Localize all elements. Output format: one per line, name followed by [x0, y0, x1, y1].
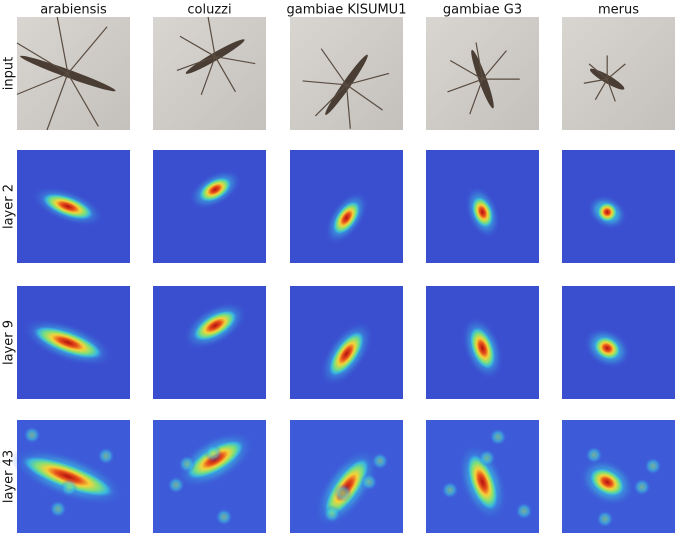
- activation-spot: [23, 426, 41, 444]
- activation-core: [466, 452, 499, 512]
- activation-core: [31, 325, 104, 360]
- mosquito-leg: [606, 78, 616, 102]
- heatmap-image: [426, 420, 539, 533]
- mosquito-leg: [67, 73, 99, 127]
- activation-core: [328, 330, 365, 378]
- mosquito-leg: [214, 56, 237, 93]
- mosquito-leg: [346, 84, 383, 111]
- mosquito-leg: [302, 80, 347, 86]
- activation-spot: [478, 449, 496, 467]
- mosquito-leg: [46, 73, 69, 131]
- activation-spot: [515, 502, 533, 520]
- input-image: [16, 16, 130, 131]
- activation-core: [198, 176, 233, 203]
- activation-spot: [360, 473, 378, 491]
- activation-spot: [49, 500, 67, 518]
- mosquito-leg: [583, 78, 608, 84]
- activation-spot: [371, 452, 389, 470]
- mosquito-leg: [449, 59, 483, 80]
- mosquito-leg: [207, 16, 216, 57]
- mosquito-leg: [469, 78, 484, 115]
- activation-spot: [204, 444, 222, 462]
- mosquito-leg: [594, 78, 608, 101]
- column-title: coluzzi: [187, 3, 231, 18]
- activation-spot: [178, 455, 196, 473]
- activation-core: [588, 467, 626, 498]
- column-title: gambiae KISUMU1: [287, 3, 407, 18]
- activation-spot: [334, 484, 352, 502]
- row-label: layer 2: [2, 184, 17, 229]
- activation-spot: [633, 478, 651, 496]
- mosquito-leg: [345, 84, 351, 129]
- activation-core: [192, 309, 238, 342]
- activation-core: [41, 192, 95, 221]
- activation-spot: [644, 457, 662, 475]
- input-image: [290, 17, 403, 130]
- activation-spot: [596, 510, 614, 528]
- mosquito-leg: [447, 78, 483, 93]
- activation-core: [593, 335, 622, 361]
- photo-background: [562, 17, 675, 130]
- mosquito-leg: [215, 55, 256, 65]
- photo-background: [290, 17, 403, 130]
- activation-spot: [323, 505, 341, 523]
- heatmap-image: [562, 420, 675, 533]
- mosquito-leg: [475, 42, 484, 80]
- heatmap-image: [153, 150, 266, 263]
- activation-core: [471, 195, 494, 229]
- activation-spot: [585, 446, 603, 464]
- heatmap-image: [153, 420, 266, 533]
- mosquito-leg: [588, 63, 608, 80]
- activation-spot: [167, 476, 185, 494]
- mosquito-leg: [200, 56, 216, 95]
- input-image: [153, 16, 266, 130]
- heatmap-image: [290, 150, 403, 263]
- mosquito-leg: [67, 26, 108, 74]
- mosquito-leg: [482, 50, 507, 80]
- activation-core: [469, 325, 496, 371]
- heatmap-image: [426, 286, 539, 399]
- heatmap-image: [290, 286, 403, 399]
- heatmap-image: [562, 150, 675, 263]
- activation-spot: [97, 447, 115, 465]
- activation-spot: [489, 428, 507, 446]
- heatmap-image: [426, 150, 539, 263]
- row-label: layer 9: [2, 320, 17, 365]
- mosquito-leg: [16, 42, 69, 75]
- heatmap-image: [153, 286, 266, 399]
- column-title: merus: [598, 3, 639, 18]
- column-title: gambiae G3: [443, 3, 522, 18]
- input-image: [562, 17, 675, 130]
- row-label: input: [2, 57, 17, 90]
- heatmap-image: [17, 150, 130, 263]
- mosquito-leg: [606, 63, 626, 80]
- activation-core: [332, 200, 361, 236]
- mosquito-leg: [314, 84, 347, 117]
- heatmap-image: [17, 286, 130, 399]
- mosquito-leg: [56, 16, 69, 74]
- mosquito-leg: [346, 72, 390, 86]
- mosquito-leg: [176, 55, 216, 72]
- activation-spot: [60, 479, 78, 497]
- input-image: [426, 17, 539, 130]
- activation-spot: [215, 508, 233, 526]
- mosquito-leg: [16, 72, 69, 95]
- heatmap-image: [562, 286, 675, 399]
- heatmap-image: [290, 420, 403, 533]
- mosquito-leg: [320, 48, 347, 86]
- activation-core: [19, 455, 116, 498]
- mosquito-leg: [179, 35, 216, 58]
- activation-spot: [441, 481, 459, 499]
- activation-core: [596, 201, 618, 223]
- column-title: arabiensis: [40, 3, 107, 18]
- heatmap-image: [10, 420, 130, 533]
